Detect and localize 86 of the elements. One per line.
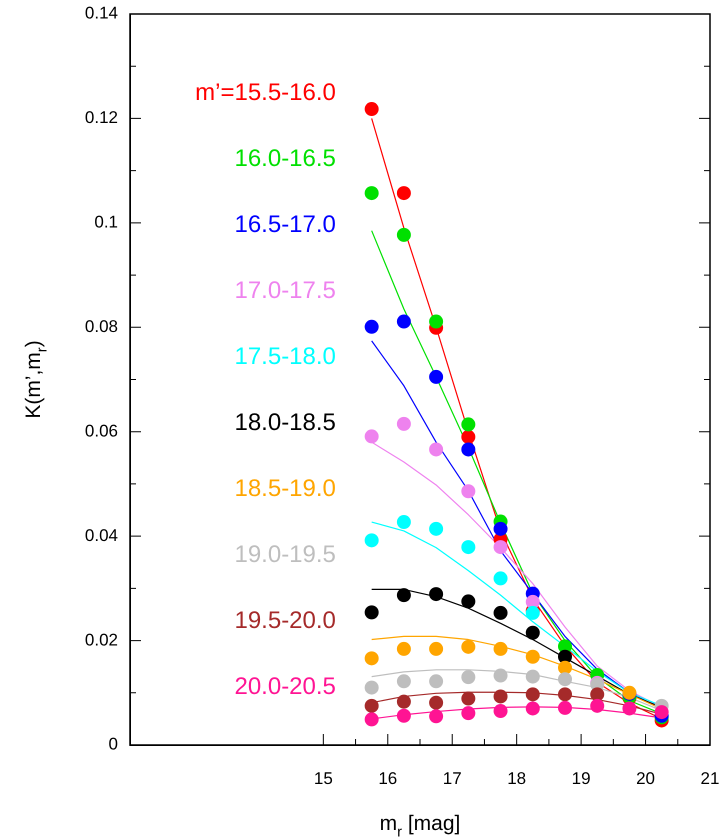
- point: [364, 680, 379, 695]
- point: [461, 706, 476, 720]
- point: [461, 692, 476, 706]
- point: [364, 533, 379, 548]
- point: [461, 640, 476, 654]
- point: [396, 708, 411, 723]
- point: [396, 674, 411, 688]
- point: [396, 642, 411, 656]
- point: [461, 417, 476, 432]
- point: [364, 712, 379, 726]
- x-tick-label: 15: [314, 769, 333, 788]
- text: 18.0-18.5: [234, 409, 336, 436]
- point: [526, 650, 540, 664]
- point: [494, 668, 508, 683]
- point: [494, 571, 508, 586]
- point: [526, 687, 540, 702]
- point: [364, 698, 379, 713]
- point: [558, 672, 572, 686]
- point: [590, 687, 604, 702]
- series-label: 20.0-20.5: [234, 673, 336, 700]
- point: [429, 522, 444, 536]
- point: [590, 698, 604, 713]
- text: 17.0-17.5: [234, 277, 336, 304]
- series-label: 16.0-16.5: [234, 145, 336, 172]
- x-tick-label: 20: [636, 769, 656, 788]
- point: [494, 522, 508, 536]
- point: [364, 102, 379, 116]
- point: [364, 605, 379, 620]
- point: [494, 606, 508, 620]
- point: [429, 314, 444, 329]
- point: [396, 186, 411, 200]
- y-tick-label: 0.1: [94, 212, 118, 232]
- x-tick-label: 19: [572, 769, 591, 788]
- point: [461, 670, 476, 684]
- point: [364, 320, 379, 334]
- point: [526, 626, 540, 640]
- point: [429, 642, 444, 656]
- point: [396, 314, 411, 329]
- text: 16.5-17.0: [234, 211, 336, 238]
- point: [558, 660, 572, 675]
- point: [461, 442, 476, 456]
- y-tick-label: 0.04: [84, 526, 118, 545]
- text: 17.5-18.0: [234, 343, 336, 370]
- point: [429, 709, 444, 724]
- point: [654, 705, 669, 720]
- point: [429, 370, 444, 384]
- point: [396, 694, 411, 709]
- point: [461, 594, 476, 608]
- point: [364, 186, 379, 200]
- y-tick-label: 0.08: [84, 316, 118, 336]
- x-tick-label: 17: [442, 769, 462, 788]
- y-tick-label: 0.12: [84, 108, 118, 128]
- point: [396, 228, 411, 242]
- point: [429, 674, 444, 688]
- y-tick-label: 0: [108, 734, 118, 754]
- y-axis-title: K(m’,mr): [22, 340, 50, 419]
- point: [429, 587, 444, 602]
- point: [461, 540, 476, 554]
- point: [396, 515, 411, 530]
- x-tick-label: 21: [700, 769, 720, 788]
- y-tick-label: 0.02: [84, 630, 118, 650]
- text: 19.0-19.5: [234, 541, 336, 568]
- point: [429, 696, 444, 710]
- point: [558, 700, 572, 715]
- point: [526, 670, 540, 684]
- y-tick-label: 0.06: [84, 421, 118, 440]
- point: [364, 651, 379, 666]
- point: [526, 701, 540, 716]
- point: [494, 689, 508, 704]
- point: [622, 701, 636, 716]
- point: [396, 416, 411, 431]
- text: 19.5-20.0: [234, 607, 336, 634]
- x-tick-label: 16: [378, 769, 398, 788]
- point: [429, 442, 444, 456]
- point: [396, 588, 411, 602]
- point: [461, 430, 476, 444]
- point: [461, 484, 476, 498]
- point: [364, 429, 379, 444]
- point: [558, 687, 572, 702]
- point: [494, 642, 508, 656]
- point: [494, 704, 508, 718]
- y-tick-label: 0.14: [84, 4, 118, 23]
- series-label: m’=15.5-16.0: [195, 79, 336, 106]
- point: [494, 540, 508, 554]
- x-tick-label: 18: [507, 769, 526, 788]
- text: 18.5-19.0: [234, 475, 336, 502]
